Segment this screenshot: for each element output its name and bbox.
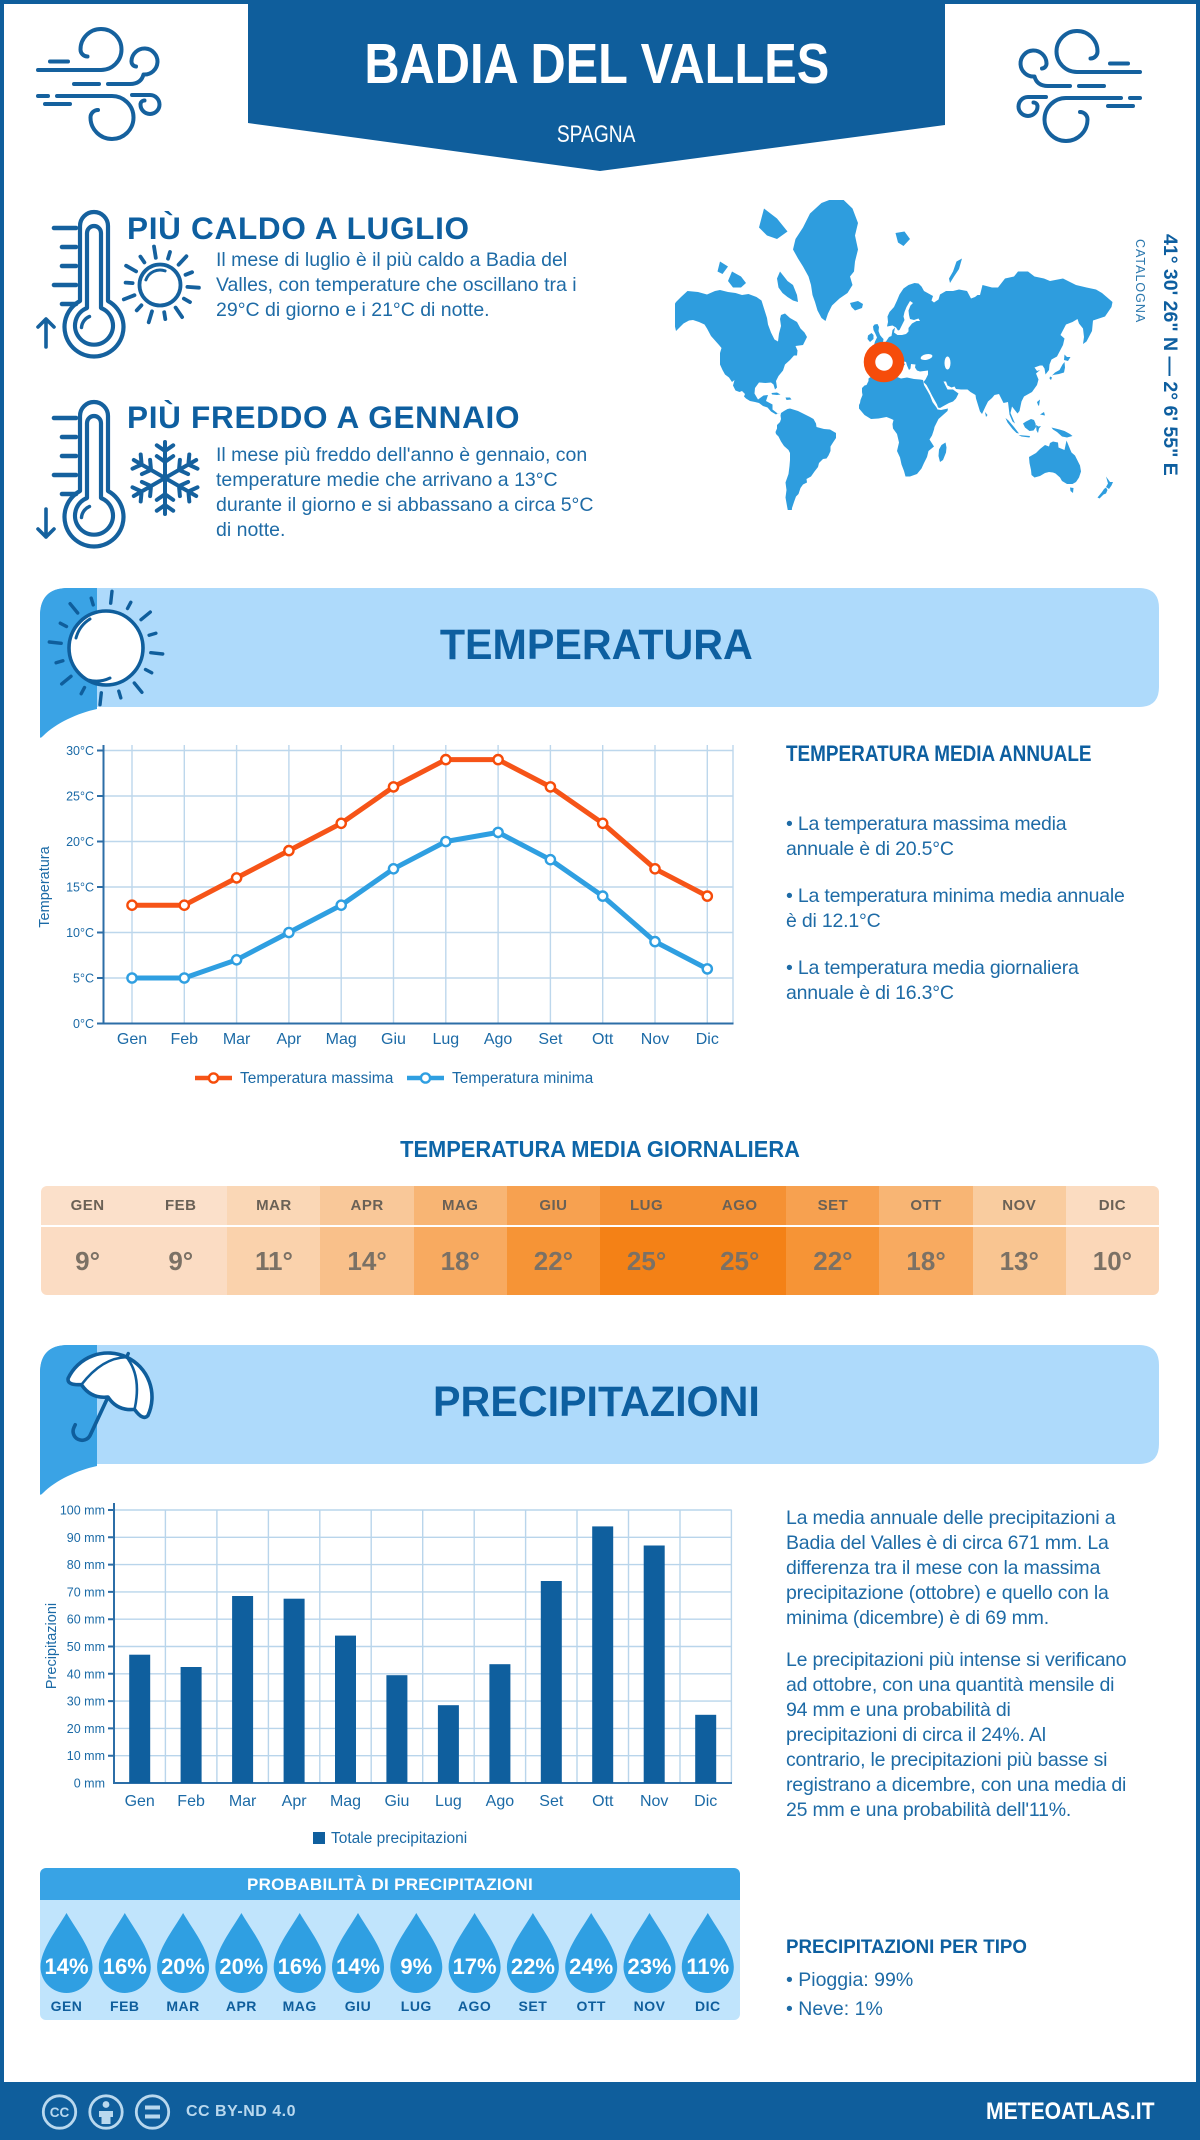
svg-text:20 mm: 20 mm [67,1722,105,1736]
svg-text:80 mm: 80 mm [67,1558,105,1572]
svg-text:11%: 11% [686,1954,729,1979]
svg-text:23%: 23% [627,1954,671,1979]
svg-text:17%: 17% [453,1954,497,1979]
svg-text:16%: 16% [278,1954,322,1979]
svg-text:Ago: Ago [484,1031,513,1048]
svg-text:Precipitazioni: Precipitazioni [44,1603,60,1689]
svg-text:APR: APR [226,1998,257,2014]
svg-text:Temperatura minima: Temperatura minima [452,1070,594,1087]
svg-text:20°C: 20°C [66,835,94,849]
svg-text:Temperatura massima: Temperatura massima [240,1070,394,1087]
svg-text:Feb: Feb [171,1031,199,1048]
svg-text:0°C: 0°C [73,1017,94,1031]
svg-text:OTT: OTT [576,1998,606,2014]
svg-text:Temperatura: Temperatura [37,845,53,927]
svg-text:Lug: Lug [435,1793,462,1810]
svg-text:NOV: NOV [634,1998,666,2014]
svg-text:Ott: Ott [592,1793,614,1810]
svg-text:Nov: Nov [640,1793,668,1810]
svg-text:SET: SET [519,1998,548,2014]
svg-text:LUG: LUG [401,1998,432,2014]
svg-text:Apr: Apr [276,1031,302,1048]
svg-text:GEN: GEN [51,1998,83,2014]
svg-text:FEB: FEB [110,1998,140,2014]
svg-text:Giu: Giu [384,1793,409,1810]
svg-text:Mag: Mag [330,1793,361,1810]
svg-text:0 mm: 0 mm [74,1777,105,1791]
svg-text:Dic: Dic [694,1793,717,1810]
svg-text:9%: 9% [400,1954,432,1979]
svg-text:Lug: Lug [432,1031,459,1048]
svg-text:Nov: Nov [641,1031,669,1048]
svg-text:20%: 20% [219,1954,263,1979]
svg-text:Totale precipitazioni: Totale precipitazioni [331,1830,467,1847]
svg-text:22%: 22% [511,1954,555,1979]
svg-text:Apr: Apr [282,1793,308,1810]
svg-text:5°C: 5°C [73,972,94,986]
svg-text:24%: 24% [569,1954,613,1979]
svg-text:50 mm: 50 mm [67,1640,105,1654]
svg-text:90 mm: 90 mm [67,1531,105,1545]
svg-text:70 mm: 70 mm [67,1585,105,1599]
svg-text:Mar: Mar [223,1031,251,1048]
svg-text:Set: Set [538,1031,563,1048]
svg-text:GIU: GIU [345,1998,371,2014]
svg-text:Feb: Feb [177,1793,205,1810]
svg-text:14%: 14% [336,1954,380,1979]
svg-text:10 mm: 10 mm [67,1749,105,1763]
svg-text:MAR: MAR [166,1998,199,2014]
svg-text:Mar: Mar [229,1793,257,1810]
svg-text:40 mm: 40 mm [67,1667,105,1681]
svg-text:Giu: Giu [381,1031,406,1048]
svg-text:DIC: DIC [695,1998,721,2014]
svg-text:10°C: 10°C [66,926,94,940]
svg-text:Dic: Dic [696,1031,719,1048]
svg-text:20%: 20% [161,1954,205,1979]
svg-text:Ago: Ago [486,1793,515,1810]
svg-text:100 mm: 100 mm [60,1504,105,1518]
svg-text:16%: 16% [103,1954,147,1979]
svg-text:Gen: Gen [125,1793,155,1810]
svg-text:Mag: Mag [326,1031,357,1048]
svg-text:60 mm: 60 mm [67,1613,105,1627]
svg-text:30°C: 30°C [66,744,94,758]
svg-text:MAG: MAG [283,1998,317,2014]
svg-text:15°C: 15°C [66,881,94,895]
svg-text:AGO: AGO [458,1998,491,2014]
svg-text:30 mm: 30 mm [67,1695,105,1709]
svg-text:Set: Set [539,1793,564,1810]
svg-text:Ott: Ott [592,1031,614,1048]
svg-text:25°C: 25°C [66,790,94,804]
svg-text:14%: 14% [44,1954,88,1979]
svg-text:CC: CC [50,2105,70,2120]
svg-text:Gen: Gen [117,1031,147,1048]
